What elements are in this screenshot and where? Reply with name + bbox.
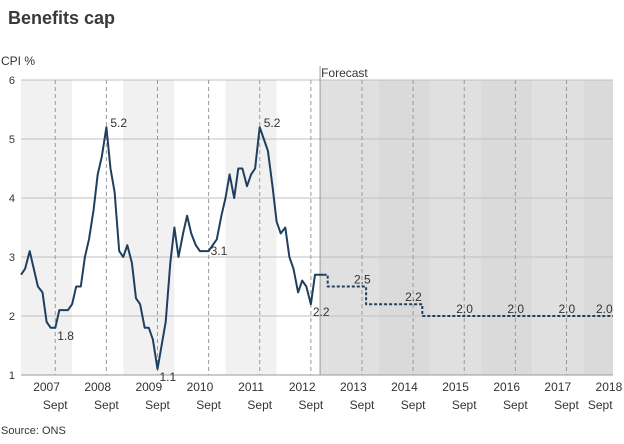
year-band xyxy=(225,80,277,375)
x-tick-year: 2017 xyxy=(544,380,571,394)
data-label: 2.0 xyxy=(507,302,524,316)
x-tick-sept: Sept xyxy=(452,398,477,412)
x-tick-year: 2011 xyxy=(238,380,264,394)
data-label: 2.0 xyxy=(596,302,613,316)
x-tick-sept: Sept xyxy=(43,398,68,412)
forecast-band xyxy=(378,80,430,375)
x-tick-sept: Sept xyxy=(196,398,221,412)
x-tick-sept: Sept xyxy=(299,398,324,412)
x-tick-year: 2008 xyxy=(84,380,111,394)
data-label: 1.8 xyxy=(57,329,74,343)
data-label: 1.1 xyxy=(159,370,176,384)
forecast-band xyxy=(583,80,613,375)
forecast-band xyxy=(532,80,584,375)
x-tick-sept: Sept xyxy=(554,398,579,412)
y-tick-label: 2 xyxy=(9,311,15,323)
forecast-band xyxy=(429,80,482,375)
x-tick-sept: Sept xyxy=(350,398,375,412)
x-tick-year: 2012 xyxy=(289,380,316,394)
year-band xyxy=(72,80,124,375)
x-tick-sept: Sept xyxy=(588,398,613,412)
data-label: 5.2 xyxy=(264,116,281,130)
forecast-band xyxy=(320,80,328,375)
x-tick-year: 2007 xyxy=(33,380,60,394)
data-label: 2.2 xyxy=(405,290,422,304)
x-tick-year: 2010 xyxy=(187,380,214,394)
year-band xyxy=(21,80,73,375)
x-tick-sept: Sept xyxy=(401,398,426,412)
forecast-band xyxy=(481,80,533,375)
y-tick-label: 3 xyxy=(9,252,15,264)
x-tick-sept: Sept xyxy=(503,398,528,412)
year-band xyxy=(174,80,226,375)
y-axis-label: CPI % xyxy=(1,54,36,68)
year-band xyxy=(276,80,321,375)
data-label: 2.0 xyxy=(558,302,575,316)
x-tick-sept: Sept xyxy=(145,398,170,412)
data-label: 2.2 xyxy=(313,305,330,319)
x-tick-year: 2015 xyxy=(442,380,469,394)
y-tick-label: 5 xyxy=(9,134,15,146)
x-tick-year: 2018 xyxy=(596,380,623,394)
chart-title: Benefits cap xyxy=(8,8,116,28)
x-tick-year: 2013 xyxy=(340,380,367,394)
x-tick-year: 2016 xyxy=(493,380,520,394)
forecast-band xyxy=(327,80,379,375)
data-label: 5.2 xyxy=(110,116,127,130)
x-tick-sept: Sept xyxy=(247,398,272,412)
x-tick-sept: Sept xyxy=(94,398,119,412)
y-tick-label: 1 xyxy=(9,370,15,382)
y-tick-label: 6 xyxy=(9,75,15,87)
data-label: 2.0 xyxy=(456,302,473,316)
data-label: 3.1 xyxy=(211,244,228,258)
x-tick-year: 2014 xyxy=(391,380,418,394)
data-label: 2.5 xyxy=(354,273,371,287)
y-tick-label: 4 xyxy=(9,193,15,205)
x-tick-year: 2009 xyxy=(135,380,162,394)
source-note: Source: ONS xyxy=(1,425,66,437)
cpi-series-line xyxy=(20,126,324,371)
forecast-label: Forecast xyxy=(321,66,368,80)
forecast-series-line xyxy=(323,273,613,317)
